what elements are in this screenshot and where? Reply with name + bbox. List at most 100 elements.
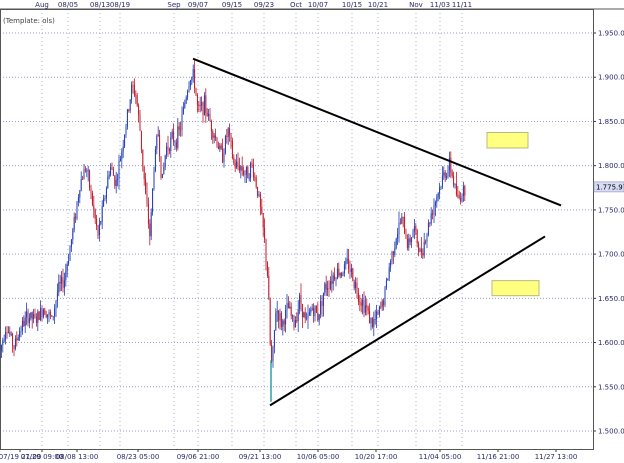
candle [79, 189, 81, 204]
candle [425, 239, 427, 245]
candle [45, 310, 47, 319]
candle [31, 311, 33, 329]
candle [114, 174, 116, 189]
bottom-tick-label: 10/20 17:00 [355, 453, 398, 461]
candle [30, 312, 32, 321]
candle [104, 195, 106, 202]
candle [245, 166, 247, 184]
candle [194, 60, 196, 94]
candle [175, 138, 177, 152]
candle [380, 301, 382, 310]
candle [89, 169, 91, 191]
candle [35, 313, 37, 327]
candle [14, 335, 16, 351]
candle [70, 239, 72, 252]
candle [251, 158, 253, 168]
candle [231, 137, 233, 160]
top-tick-label: 10/07 [308, 1, 328, 9]
candle [458, 190, 460, 200]
candle [66, 261, 68, 278]
candle [437, 192, 439, 202]
candle [198, 101, 200, 113]
candle [111, 162, 113, 171]
candle [401, 212, 403, 225]
candle [51, 314, 53, 317]
candle [117, 173, 119, 187]
candle [275, 308, 277, 331]
candle [20, 325, 22, 338]
candle [310, 306, 312, 317]
candle [112, 166, 114, 176]
candle [427, 219, 429, 237]
candle [6, 325, 8, 339]
candle [72, 227, 74, 245]
candle [196, 93, 198, 113]
candle [224, 134, 226, 155]
candle [40, 300, 42, 322]
candle [76, 200, 78, 221]
candle [243, 166, 245, 177]
y-tick-label: 1.750.00 [598, 206, 624, 214]
candle [220, 143, 222, 150]
candle [21, 316, 23, 335]
candle [201, 96, 203, 112]
candle [272, 345, 274, 368]
last-price-label: 1.775.97 [596, 183, 624, 191]
candle [87, 165, 89, 182]
candle [93, 195, 95, 218]
candle [44, 307, 46, 315]
candle [160, 156, 162, 180]
candle [136, 92, 138, 107]
candle [3, 334, 5, 343]
candle [416, 228, 418, 248]
candle [54, 304, 56, 324]
candle [56, 283, 58, 308]
candle [363, 291, 365, 318]
candle [23, 315, 25, 327]
candle [317, 302, 319, 322]
candle [286, 293, 288, 319]
candle [19, 327, 21, 342]
candle [208, 108, 210, 121]
candle [250, 161, 252, 182]
candle [154, 145, 156, 173]
candle [348, 248, 350, 274]
trendline [269, 235, 546, 407]
candle [58, 274, 60, 297]
candle [230, 132, 232, 149]
candle [227, 127, 229, 145]
candle [48, 309, 50, 323]
candle [13, 344, 15, 357]
candle [110, 163, 112, 177]
candle [283, 318, 285, 332]
candle [129, 99, 131, 114]
candle-series [0, 60, 466, 402]
top-tick-label: 10/15 [342, 1, 362, 9]
candle [128, 108, 130, 113]
candle [255, 174, 257, 189]
candle [69, 245, 71, 261]
candle [49, 309, 51, 320]
candle [455, 171, 457, 197]
candle [387, 278, 389, 281]
candle [119, 155, 121, 162]
highlight-box [491, 280, 540, 297]
candle [436, 194, 438, 208]
candle [457, 186, 459, 199]
candle [217, 141, 219, 150]
bottom-tick-label: 08/23 05:00 [117, 453, 160, 461]
candle [86, 168, 88, 178]
candle [315, 305, 317, 314]
candle [324, 281, 326, 296]
top-tick-label: 09/07 [188, 1, 208, 9]
candle [355, 277, 357, 294]
candle [362, 294, 364, 315]
candle [203, 92, 205, 116]
candle [259, 191, 261, 216]
candle [205, 88, 207, 123]
candle [321, 295, 323, 317]
top-tick-label: 08/13 [90, 1, 110, 9]
candle [27, 308, 29, 327]
candle [353, 279, 355, 291]
